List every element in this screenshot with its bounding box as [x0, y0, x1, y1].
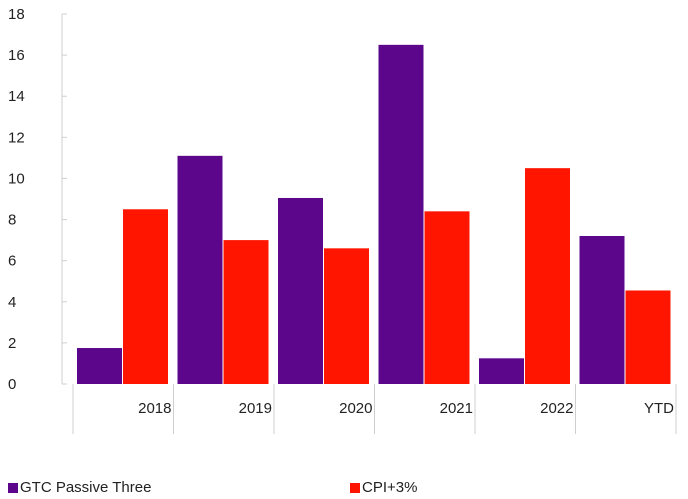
- bar-series-2-2022: [525, 168, 570, 384]
- chart-axes: [61, 13, 677, 434]
- y-tick-label: 14: [8, 88, 25, 105]
- bar-series-1-2021: [378, 44, 424, 384]
- legend-swatch-series-1: [8, 482, 18, 493]
- y-tick-label: 0: [8, 376, 16, 393]
- bar-series-1-2018: [77, 348, 122, 384]
- x-tick-label: 2021: [440, 400, 473, 417]
- bar-series-1-ytd: [579, 236, 625, 384]
- y-tick-label: 8: [8, 212, 16, 229]
- chart-bars: [77, 44, 671, 384]
- bar-series-1-2022: [479, 358, 524, 384]
- y-tick-label: 2: [8, 335, 16, 352]
- x-tick-label: 2018: [138, 400, 171, 417]
- x-tick-label: 2019: [239, 400, 272, 417]
- bar-series-2-ytd: [625, 290, 671, 384]
- x-tick-label: 2020: [339, 400, 372, 417]
- y-tick-label: 12: [8, 129, 25, 146]
- legend-item-series-2: CPI+3%: [350, 479, 417, 496]
- bar-series-1-2019: [177, 155, 223, 384]
- bar-chart: 0 2 4 6 8 10 12 14 16 18 2018 2019 2020 2021 2022 YTD: [8, 6, 677, 434]
- bar-series-2-2020: [324, 248, 369, 384]
- x-tick-label: YTD: [644, 400, 674, 417]
- y-tick-label: 6: [8, 253, 16, 270]
- y-tick-label: 10: [8, 170, 25, 187]
- legend-label-series-2: CPI+3%: [362, 479, 418, 496]
- x-tick-label: 2022: [540, 400, 573, 417]
- bar-series-1-2020: [278, 197, 323, 384]
- legend-label-series-1: GTC Passive Three: [20, 479, 152, 496]
- bar-series-2-2018: [123, 209, 168, 384]
- legend-swatch-series-2: [350, 482, 360, 493]
- y-tick-label: 4: [8, 294, 16, 311]
- chart-labels: 0 2 4 6 8 10 12 14 16 18 2018 2019 2020 2021 2022 YTD: [8, 6, 674, 417]
- y-tick-label: 16: [8, 47, 25, 64]
- chart-legend: GTC Passive Three CPI+3%: [0, 479, 688, 499]
- bar-series-2-2021: [424, 211, 470, 384]
- y-tick-label: 18: [8, 6, 25, 23]
- legend-item-series-1: GTC Passive Three: [8, 479, 151, 496]
- bar-series-2-2019: [223, 240, 269, 384]
